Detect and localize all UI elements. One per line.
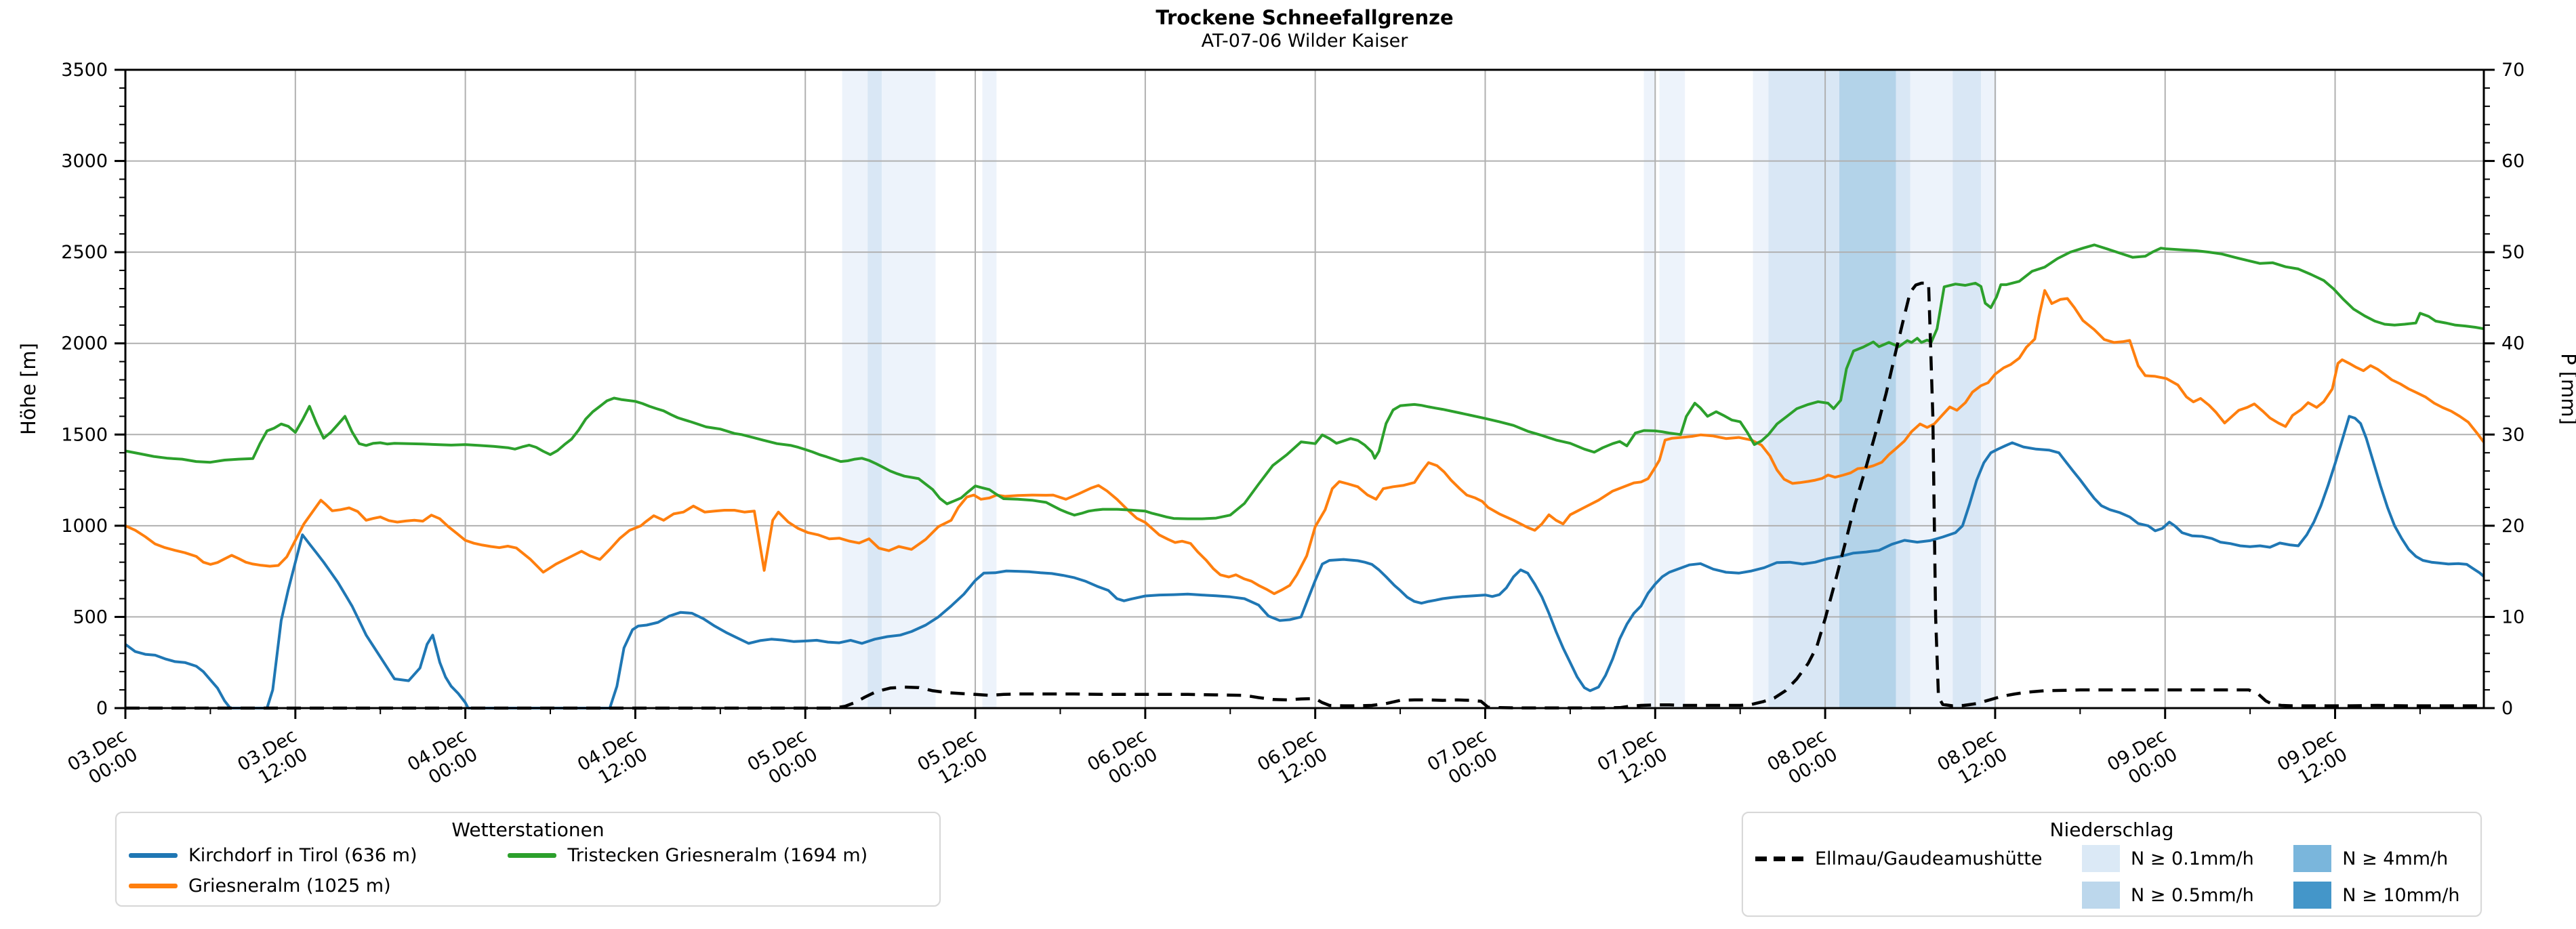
svg-text:1000: 1000: [61, 516, 108, 537]
legend-item-label: N ≥ 0.5mm/h: [2131, 884, 2254, 906]
station-2-swatch-icon: [508, 853, 557, 858]
x-tick-label: 06.Dec00:00: [1084, 725, 1161, 794]
legend-item-station-1: Griesneralm (1025 m): [129, 875, 476, 896]
x-tick-label: 05.Dec00:00: [744, 725, 821, 794]
legend-item-band-0: N ≥ 0.1mm/h: [2082, 845, 2262, 872]
x-tick-label: 08.Dec12:00: [1934, 725, 2011, 794]
x-tick-label: 04.Dec00:00: [404, 725, 481, 794]
svg-text:0: 0: [96, 698, 108, 719]
legend-item-label: Ellmau/Gaudeamushütte: [1815, 848, 2043, 869]
legend-item-band-2: N ≥ 4mm/h: [2293, 845, 2468, 872]
legend-item-station-0: Kirchdorf in Tirol (636 m): [129, 845, 476, 866]
legend-weather-stations: Wetterstationen Kirchdorf in Tirol (636 …: [115, 812, 941, 907]
legend-item-band-1: N ≥ 0.5mm/h: [2082, 882, 2262, 909]
gridlines: [125, 70, 2484, 708]
x-tick-label: 07.Dec12:00: [1594, 725, 1671, 794]
legend-precipitation-title: Niederschlag: [2049, 819, 2174, 841]
x-tick-label: 03.Dec12:00: [234, 725, 311, 794]
svg-text:50: 50: [2501, 242, 2524, 263]
title-block: Trockene Schneefallgrenze AT-07-06 Wilde…: [125, 5, 2484, 53]
precip-band-n0.5: [867, 70, 882, 707]
band-0-swatch-icon: [2082, 845, 2121, 872]
tick-labels: 0 500 1000 1500 2000 2500 3000 3500 0 10 20 30 40 50 6…: [61, 60, 2524, 794]
svg-text:0: 0: [2501, 698, 2513, 719]
legend-item-label: N ≥ 10mm/h: [2342, 884, 2460, 906]
x-tick-label: 03.Dec00:00: [64, 725, 142, 794]
legend-precipitation: Niederschlag Ellmau/Gaudeamushütte N ≥ 0.…: [1742, 812, 2482, 917]
legend-item-label: Tristecken Griesneralm (1694 m): [567, 845, 868, 866]
chart-title: Trockene Schneefallgrenze: [1156, 6, 1454, 29]
precip-band-n0.1: [882, 70, 936, 707]
svg-text:2500: 2500: [61, 242, 108, 263]
station-0-swatch-icon: [129, 853, 178, 858]
axes-spines: [124, 68, 2485, 709]
svg-text:60: 60: [2501, 151, 2524, 172]
legend-item-label: Griesneralm (1025 m): [188, 875, 391, 896]
precip-band-n0.1: [1659, 70, 1685, 707]
precip-band-n0.1: [1753, 70, 1769, 707]
svg-text:2000: 2000: [61, 333, 108, 354]
legend-weather-stations-title: Wetterstationen: [451, 819, 605, 841]
band-2-swatch-icon: [2293, 845, 2332, 872]
svg-text:40: 40: [2501, 333, 2524, 354]
legend-item-label: Kirchdorf in Tirol (636 m): [188, 845, 417, 866]
precip-band-n0.1: [842, 70, 868, 707]
svg-text:70: 70: [2501, 60, 2524, 81]
svg-text:1500: 1500: [61, 424, 108, 445]
precip-band-n0.5: [1768, 70, 1840, 707]
legend-item-label: N ≥ 4mm/h: [2342, 848, 2449, 869]
series-line-0: [124, 415, 2485, 709]
chart-subtitle: AT-07-06 Wilder Kaiser: [1201, 30, 1408, 52]
precip-band-n0.1: [1643, 70, 1656, 707]
legend-item-band-3: N ≥ 10mm/h: [2293, 882, 2468, 909]
x-tick-label: 09.Dec00:00: [2104, 725, 2181, 794]
x-tick-label: 06.Dec12:00: [1254, 725, 1331, 794]
band-1-swatch-icon: [2082, 882, 2121, 909]
x-tick-label: 08.Dec00:00: [1764, 725, 1841, 794]
svg-text:3000: 3000: [61, 151, 108, 172]
svg-text:500: 500: [73, 606, 108, 627]
x-tick-label: 04.Dec12:00: [574, 725, 651, 794]
precip-band-n0.1: [982, 70, 997, 707]
legend-item-label: N ≥ 0.1mm/h: [2131, 848, 2254, 869]
x-tick-label: 05.Dec12:00: [914, 725, 991, 794]
legend-item-ellmau-gauge: Ellmau/Gaudeamushütte: [1755, 848, 2051, 869]
axis-ticks: [115, 68, 2495, 719]
svg-text:10: 10: [2501, 606, 2524, 627]
precip-band-n0.5: [1896, 70, 1910, 707]
svg-text:20: 20: [2501, 516, 2524, 537]
precip-band-n0.1: [1981, 70, 1997, 707]
y-axis-label-right: P [mm]: [2557, 353, 2576, 425]
ellmau-gauge-swatch-icon: [1755, 856, 1804, 861]
series-line-3: [125, 281, 2484, 710]
svg-text:3500: 3500: [61, 60, 108, 81]
x-tick-label: 07.Dec00:00: [1424, 725, 1501, 794]
y-axis-label-left: Höhe [m]: [17, 343, 40, 435]
x-tick-label: 09.Dec12:00: [2274, 725, 2351, 794]
series-line-2: [125, 243, 2485, 520]
legend-item-station-2: Tristecken Griesneralm (1694 m): [508, 845, 927, 866]
svg-text:30: 30: [2501, 424, 2524, 445]
band-3-swatch-icon: [2293, 882, 2332, 909]
station-1-swatch-icon: [129, 884, 178, 888]
series-line-1: [125, 289, 2485, 596]
